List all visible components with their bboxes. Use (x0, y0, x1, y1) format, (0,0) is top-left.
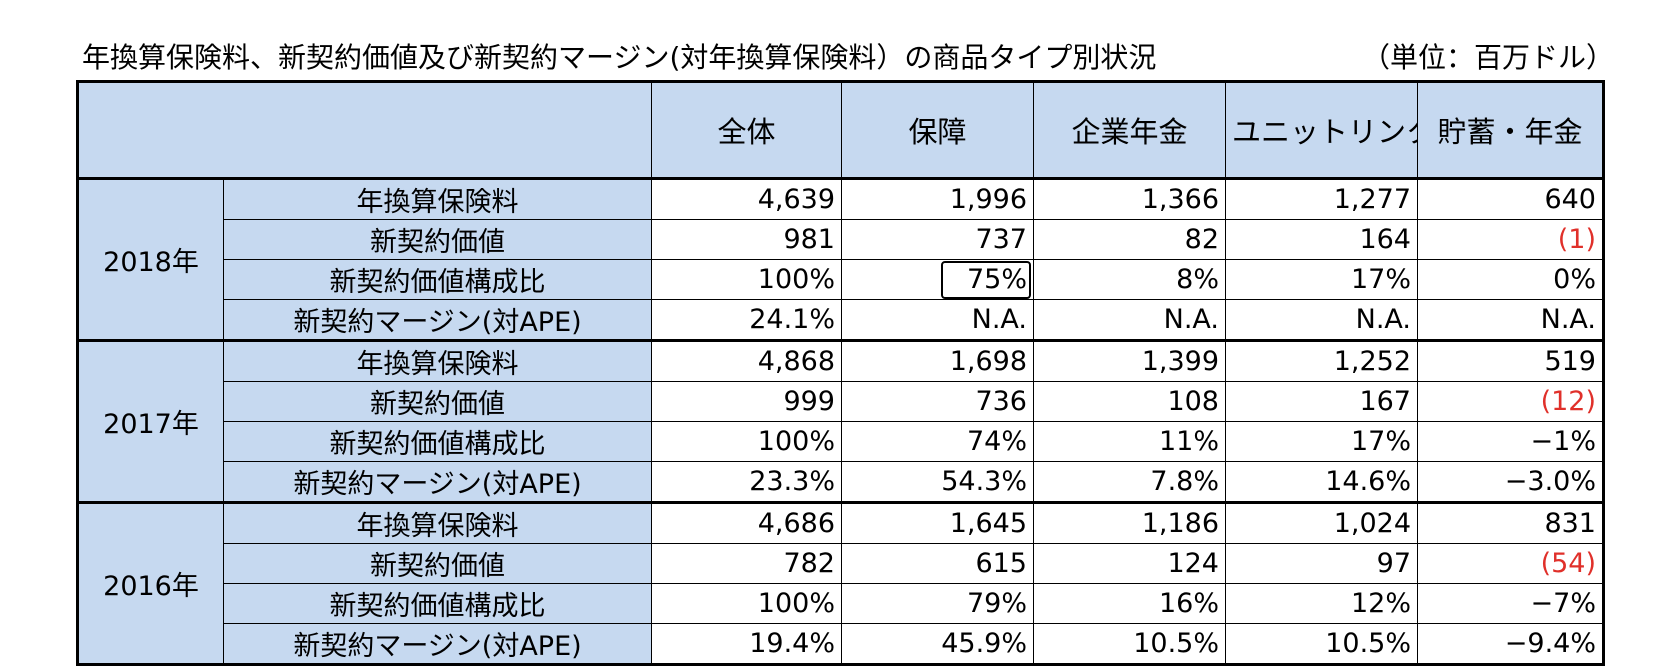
value-cell: 4,639 (651, 177, 842, 220)
value-cell: N.A. (1417, 299, 1604, 341)
value-cell: 1,399 (1033, 339, 1226, 382)
value-cell: 11% (1033, 421, 1226, 462)
value-cell: 1,698 (841, 339, 1034, 382)
value-cell: 23.3% (651, 461, 842, 503)
table-row: 新契約価値 782 615 124 97 (54) (78, 543, 1604, 584)
row-label: 新契約価値 (223, 219, 652, 260)
value-cell: 17% (1225, 259, 1418, 300)
value-cell: 737 (841, 219, 1034, 260)
value-cell: 1,186 (1033, 501, 1226, 544)
value-cell: 24.1% (651, 299, 842, 341)
value-cell: 8% (1033, 259, 1226, 300)
header-corner (77, 81, 652, 179)
value-cell: 74% (841, 421, 1034, 462)
value-cell: −7% (1417, 583, 1604, 624)
value-cell: N.A. (1033, 299, 1226, 341)
value-cell: 79% (841, 583, 1034, 624)
row-label: 新契約価値構成比 (223, 259, 652, 300)
value-cell: 615 (841, 543, 1034, 584)
value-cell: 519 (1417, 339, 1604, 382)
table-row: 新契約価値 981 737 82 164 (1) (78, 219, 1604, 260)
table-row: 新契約価値構成比 100% 74% 11% 17% −1% (78, 421, 1604, 462)
value-cell: 82 (1033, 219, 1226, 260)
ape-nbv-table: 全体 保障 企業年金 ユニットリンク 貯蓄・年金 2018年 年換算保険料 4,… (76, 80, 1605, 666)
value-cell: 0% (1417, 259, 1604, 300)
table-row: 2018年 年換算保険料 4,639 1,996 1,366 1,277 640 (77, 177, 1604, 341)
table-row: 新契約価値 999 736 108 167 (12) (78, 381, 1604, 422)
col-header-total: 全体 (651, 81, 842, 179)
header-row: 全体 保障 企業年金 ユニットリンク 貯蓄・年金 (77, 81, 1604, 179)
value-cell: 10.5% (1225, 623, 1418, 665)
row-label: 年換算保険料 (223, 177, 652, 220)
negative-value-cell: (1) (1417, 219, 1604, 260)
col-header-protection: 保障 (841, 81, 1034, 179)
value-cell: 14.6% (1225, 461, 1418, 503)
value-cell: 1,366 (1033, 177, 1226, 220)
value-cell: 100% (651, 583, 842, 624)
table-row: 新契約マージン(対APE) 19.4% 45.9% 10.5% 10.5% −9… (78, 623, 1604, 665)
value-cell: 12% (1225, 583, 1418, 624)
table-row: 2017年 年換算保険料 4,868 1,698 1,399 1,252 519 (77, 339, 1604, 503)
negative-value-cell: (54) (1417, 543, 1604, 584)
table-title: 年換算保険料、新契約価値及び新契約マージン(対年換算保険料）の商品タイプ別状況 (82, 41, 1157, 74)
value-cell: 164 (1225, 219, 1418, 260)
col-header-corporate-pension: 企業年金 (1033, 81, 1226, 179)
row-label: 新契約マージン(対APE) (223, 299, 652, 341)
value-cell: 831 (1417, 501, 1604, 544)
value-cell: N.A. (841, 299, 1034, 341)
row-label: 新契約価値構成比 (223, 583, 652, 624)
col-header-savings-annuity: 貯蓄・年金 (1417, 81, 1604, 179)
table-row: 2016年 年換算保険料 4,686 1,645 1,186 1,024 831 (77, 501, 1604, 665)
row-label: 新契約マージン(対APE) (223, 461, 652, 503)
year-cell-2016: 2016年 (77, 501, 224, 665)
value-cell: 167 (1225, 381, 1418, 422)
negative-value-cell: (12) (1417, 381, 1604, 422)
row-label: 新契約価値構成比 (223, 421, 652, 462)
value-cell: 100% (651, 259, 842, 300)
table-row: 新契約価値構成比 100% 75% 8% 17% 0% (78, 259, 1604, 300)
value-cell: 1,024 (1225, 501, 1418, 544)
unit-note: （単位：百万ドル） (1362, 41, 1615, 74)
value-cell: 100% (651, 421, 842, 462)
value-cell: 999 (651, 381, 842, 422)
selected-cell[interactable]: 75% (841, 259, 1034, 300)
col-header-unit-linked: ユニットリンク (1225, 81, 1418, 179)
cell-selection-box: 75% (940, 260, 1031, 299)
value-cell: 124 (1033, 543, 1226, 584)
value-cell: 1,645 (841, 501, 1034, 544)
value-cell: 1,277 (1225, 177, 1418, 220)
table-row: 新契約価値構成比 100% 79% 16% 12% −7% (78, 583, 1604, 624)
row-label: 年換算保険料 (223, 339, 652, 382)
row-label: 新契約価値 (223, 543, 652, 584)
value-cell: 108 (1033, 381, 1226, 422)
value-cell: 1,252 (1225, 339, 1418, 382)
value-cell: 4,868 (651, 339, 842, 382)
value-cell: 16% (1033, 583, 1226, 624)
value-cell: 97 (1225, 543, 1418, 584)
value-cell: 17% (1225, 421, 1418, 462)
value-cell: 54.3% (841, 461, 1034, 503)
value-cell: 640 (1417, 177, 1604, 220)
value-cell: N.A. (1225, 299, 1418, 341)
row-label: 新契約マージン(対APE) (223, 623, 652, 665)
table-row: 新契約マージン(対APE) 24.1% N.A. N.A. N.A. N.A. (78, 299, 1604, 341)
value-cell: −3.0% (1417, 461, 1604, 503)
value-cell: 981 (651, 219, 842, 260)
table-row: 新契約マージン(対APE) 23.3% 54.3% 7.8% 14.6% −3.… (78, 461, 1604, 503)
row-label: 新契約価値 (223, 381, 652, 422)
year-cell-2018: 2018年 (77, 177, 224, 341)
value-cell: 19.4% (651, 623, 842, 665)
value-cell: 45.9% (841, 623, 1034, 665)
value-cell: 4,686 (651, 501, 842, 544)
value-cell: 10.5% (1033, 623, 1226, 665)
year-cell-2017: 2017年 (77, 339, 224, 503)
value-cell: 782 (651, 543, 842, 584)
value-cell: 7.8% (1033, 461, 1226, 503)
value-cell: 736 (841, 381, 1034, 422)
row-label: 年換算保険料 (223, 501, 652, 544)
value-cell: −1% (1417, 421, 1604, 462)
value-cell: −9.4% (1417, 623, 1604, 665)
value-cell: 1,996 (841, 177, 1034, 220)
